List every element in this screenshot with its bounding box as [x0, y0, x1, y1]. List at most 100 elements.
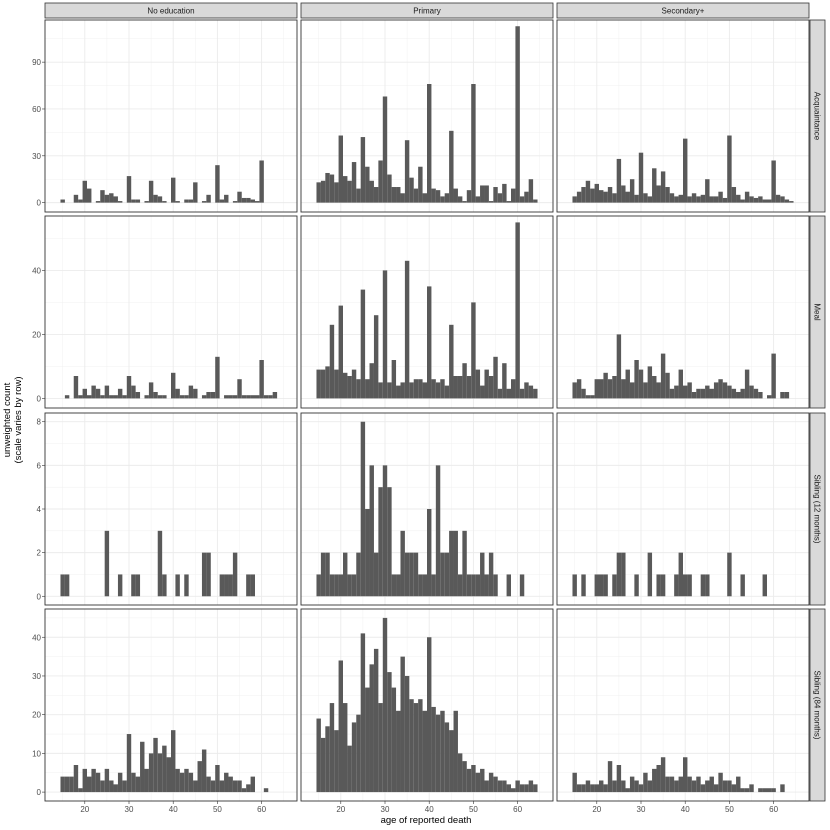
histogram-bar — [647, 552, 653, 597]
histogram-bar — [616, 765, 622, 793]
histogram-bar — [396, 710, 401, 793]
histogram-bar — [740, 788, 745, 793]
histogram-bar — [506, 388, 511, 399]
histogram-bar — [166, 757, 171, 793]
histogram-bar — [767, 199, 772, 203]
histogram-bar — [131, 772, 136, 793]
histogram-bar — [515, 780, 520, 793]
histogram-bar — [511, 188, 516, 203]
histogram-bar — [533, 388, 538, 399]
histogram-bar — [171, 372, 176, 399]
histogram-bar — [590, 188, 595, 203]
histogram-bar — [616, 552, 622, 597]
histogram-bar — [629, 776, 635, 793]
histogram-bar — [188, 772, 194, 793]
histogram-bar — [224, 395, 229, 399]
histogram-bar — [687, 382, 692, 399]
histogram-bar — [484, 185, 489, 203]
histogram-bar — [246, 784, 251, 793]
histogram-bar — [590, 395, 595, 399]
strip-row-acquaintance — [809, 19, 826, 213]
histogram-bar — [775, 194, 781, 203]
y-tick-label: 0 — [37, 394, 42, 403]
histogram-bar — [731, 784, 737, 793]
histogram-bar — [462, 363, 467, 399]
histogram-bar — [396, 574, 401, 597]
histogram-bar — [73, 765, 79, 793]
histogram-bar — [612, 376, 617, 399]
histogram-bar — [228, 395, 233, 399]
histogram-bar — [449, 530, 454, 597]
histogram-bar — [480, 768, 485, 793]
y-tick-label: 20 — [32, 330, 41, 339]
histogram-bar — [184, 574, 189, 597]
histogram-bar — [705, 780, 710, 793]
histogram-bar — [484, 780, 489, 793]
histogram-bar — [343, 703, 348, 793]
histogram-bar — [387, 487, 392, 597]
histogram-bar — [369, 180, 374, 203]
histogram-bar — [347, 180, 352, 203]
histogram-bar — [444, 385, 450, 399]
histogram-bar — [784, 392, 790, 399]
strip-label-meal: Meal — [813, 303, 822, 321]
histogram-bar — [506, 784, 511, 793]
panel-border — [300, 215, 554, 409]
histogram-bar — [400, 382, 405, 399]
x-tick-label: 30 — [637, 805, 646, 814]
histogram-bar — [409, 177, 414, 203]
histogram-bar — [369, 664, 374, 793]
histogram-bar — [700, 574, 706, 597]
histogram-bar — [373, 552, 379, 597]
histogram-bar — [678, 776, 683, 793]
histogram-bar — [373, 315, 379, 399]
histogram-bar — [576, 379, 582, 399]
histogram-bar — [126, 176, 132, 203]
histogram-bar — [413, 379, 419, 399]
histogram-bar — [347, 574, 352, 597]
histogram-bar — [784, 199, 790, 203]
histogram-bar — [700, 784, 706, 793]
histogram-bar — [449, 130, 454, 203]
x-tick-label: 40 — [169, 805, 178, 814]
histogram-bar — [700, 194, 706, 203]
histogram-bar — [109, 193, 114, 203]
histogram-bar — [135, 574, 141, 597]
histogram-bar — [338, 305, 343, 399]
histogram-bar — [175, 574, 180, 597]
histogram-bar — [219, 780, 225, 793]
histogram-bar — [713, 784, 719, 793]
histogram-bar — [515, 26, 520, 203]
histogram-bar — [113, 395, 118, 399]
histogram-bar — [250, 395, 255, 399]
histogram-bar — [104, 194, 110, 203]
histogram-bar — [444, 722, 450, 793]
histogram-bar — [475, 772, 481, 793]
y-tick-label: 90 — [32, 58, 41, 67]
histogram-bar — [621, 185, 626, 203]
histogram-bar — [73, 194, 79, 203]
histogram-bar — [789, 201, 794, 203]
y-axis-title-line2: (scale varies by row) — [13, 376, 24, 463]
histogram-bar — [457, 753, 463, 793]
histogram-bar — [713, 382, 719, 399]
panel-border — [556, 608, 810, 802]
histogram-bar — [497, 193, 503, 203]
histogram-bar — [440, 379, 445, 399]
histogram-bar — [64, 574, 70, 597]
histogram-bar — [674, 385, 679, 399]
histogram-bar — [413, 703, 419, 793]
histogram-bar — [519, 574, 525, 597]
histogram-bar — [727, 385, 732, 399]
histogram-bar — [329, 324, 335, 399]
histogram-bar — [263, 788, 269, 793]
histogram-bar — [117, 772, 123, 793]
y-tick-label: 60 — [32, 105, 41, 114]
y-tick-label: 4 — [37, 505, 42, 514]
histogram-bar — [480, 185, 485, 203]
histogram-bar — [157, 753, 163, 793]
histogram-bar — [480, 385, 485, 399]
histogram-bar — [131, 199, 136, 203]
histogram-bar — [506, 201, 511, 203]
y-tick-label: 30 — [32, 152, 41, 161]
